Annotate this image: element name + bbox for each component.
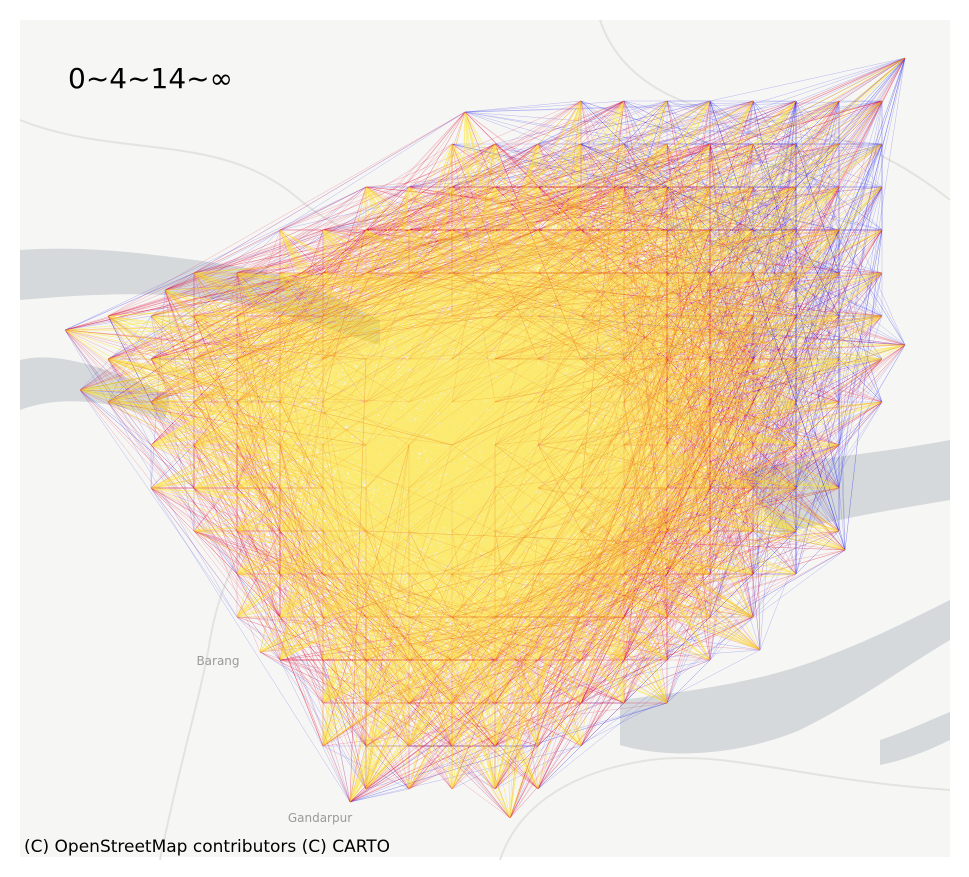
place-label: Gandarpur	[288, 811, 352, 825]
road	[159, 479, 301, 861]
place-label: Barang	[196, 654, 239, 668]
river	[620, 600, 950, 754]
road	[499, 757, 951, 861]
flow-lines	[64, 57, 906, 819]
river	[20, 248, 380, 345]
river	[740, 440, 950, 535]
road	[599, 19, 951, 201]
flow-line-group	[64, 57, 906, 819]
legend-label: 0~4~14~∞	[68, 62, 233, 95]
attribution: (C) OpenStreetMap contributors (C) CARTO	[24, 837, 390, 857]
river	[880, 712, 950, 765]
